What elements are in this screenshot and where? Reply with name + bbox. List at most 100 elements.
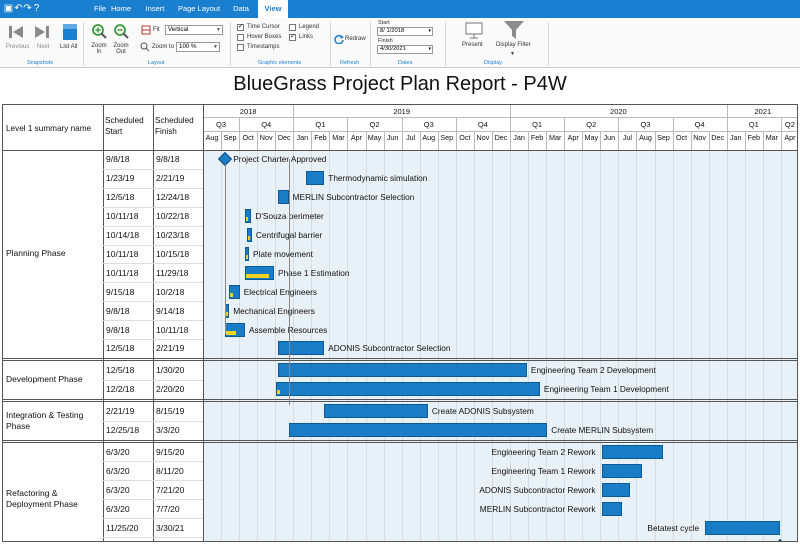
phase-name: Integration & Testing Phase: [6, 409, 84, 431]
ribbon: Previous Next List All Snapshots Zoom In…: [0, 18, 800, 68]
calendar-dropdown-icon[interactable]: ▾: [428, 46, 431, 52]
redraw-icon[interactable]: [334, 34, 344, 44]
gantt-bar[interactable]: [244, 209, 252, 224]
previous-icon[interactable]: [8, 24, 24, 40]
grid-month-line: [383, 150, 385, 541]
row-finish-date: 10/2/18: [156, 286, 185, 297]
month-label: Jan: [729, 133, 742, 142]
gantt-bar[interactable]: [225, 322, 245, 337]
month-divider: [383, 131, 385, 150]
chevron-down-icon[interactable]: ▼: [510, 51, 515, 57]
timestamps-label: Timestamps: [247, 44, 280, 50]
month-divider: [293, 131, 295, 150]
redo-icon[interactable]: ↷: [23, 3, 32, 14]
month-label: Sep: [440, 133, 454, 142]
row-divider: [103, 518, 203, 520]
quarter-divider: [564, 117, 566, 131]
fit-select[interactable]: Vertical ▼: [165, 25, 223, 35]
start-date-input[interactable]: 8/ 1/2018 ▾: [377, 27, 433, 36]
tab-view[interactable]: View: [258, 0, 288, 19]
gantt-bar-label: MERLIN Subcontractor Rework: [479, 503, 596, 514]
layout-group-label: Layout: [148, 60, 165, 66]
row-finish-date: 9/14/18: [156, 305, 185, 316]
zoom-out-button[interactable]: Zoom Out: [113, 43, 129, 55]
help-icon[interactable]: ?: [33, 3, 40, 14]
gantt-bar-label: ADONIS Subcontractor Rework: [479, 484, 596, 495]
quarter-label: Q2: [784, 120, 795, 129]
grid-month-line: [239, 150, 241, 541]
finish-date-label: Finish: [378, 38, 393, 44]
gantt-bar[interactable]: [244, 246, 249, 261]
month-label: Mar: [548, 133, 562, 142]
zoom-out-icon[interactable]: [113, 23, 129, 39]
save-icon[interactable]: ▣: [3, 3, 14, 14]
list-all-button[interactable]: List All: [60, 44, 78, 50]
redraw-button[interactable]: Redraw: [345, 36, 366, 42]
gantt-bar[interactable]: [601, 482, 631, 497]
next-button[interactable]: Next: [37, 44, 50, 50]
gantt-bar[interactable]: [289, 423, 548, 438]
gantt-bar[interactable]: [601, 444, 663, 459]
tab-page-layout[interactable]: Page Layout: [177, 4, 221, 13]
phase-divider: [3, 441, 797, 443]
gantt-bar[interactable]: [277, 363, 527, 378]
gantt-bar[interactable]: [277, 341, 325, 356]
gantt-bar[interactable]: [306, 171, 325, 186]
month-label: Oct: [242, 133, 254, 142]
row-finish-date: 8/15/19: [156, 406, 185, 417]
gantt-bar[interactable]: [324, 404, 428, 419]
month-divider: [546, 131, 548, 150]
tab-insert[interactable]: Insert: [145, 4, 165, 13]
finish-date-input[interactable]: 4/30/2021 ▾: [377, 45, 433, 54]
col-divider: [103, 105, 104, 541]
zoom-to-select[interactable]: 100 % ▼: [176, 42, 220, 52]
filter-icon[interactable]: [503, 20, 525, 40]
gantt-bar[interactable]: [277, 190, 289, 205]
legend-checkbox[interactable]: [289, 24, 296, 31]
list-all-icon[interactable]: [62, 23, 78, 41]
gantt-bar[interactable]: [275, 382, 540, 397]
year-divider: [726, 105, 728, 117]
zoom-in-button[interactable]: Zoom In: [91, 43, 107, 55]
grid-month-line: [528, 150, 530, 541]
present-button[interactable]: Present: [462, 42, 483, 48]
tab-file[interactable]: File: [93, 4, 107, 13]
dependency-link: [225, 164, 227, 335]
snapshots-group-label: Snapshots: [27, 60, 53, 66]
row-divider: [103, 168, 203, 170]
quarter-divider: [239, 117, 241, 131]
grid-month-line: [221, 150, 223, 541]
month-divider: [744, 131, 746, 150]
time-cursor-checkbox[interactable]: ✓: [237, 24, 244, 31]
undo-icon[interactable]: ↶: [14, 3, 23, 14]
calendar-dropdown-icon[interactable]: ▾: [428, 28, 431, 34]
next-icon[interactable]: [34, 24, 50, 40]
gantt-bar-label: Centrifugal barrier: [255, 230, 323, 241]
grid-month-line: [726, 150, 728, 541]
gantt-bar[interactable]: [601, 501, 622, 516]
gantt-bar[interactable]: [601, 463, 643, 478]
previous-button[interactable]: Previous: [6, 44, 30, 50]
tab-data[interactable]: Data: [233, 4, 249, 13]
gantt-bar[interactable]: [246, 228, 252, 243]
grid-month-line: [582, 150, 584, 541]
month-divider: [708, 131, 710, 150]
grid-month-line: [329, 150, 331, 541]
display-filter-button[interactable]: Display Filter: [496, 42, 531, 48]
present-icon[interactable]: [464, 21, 484, 39]
time-cursor-label: Time Cursor: [247, 24, 280, 30]
hover-boxes-checkbox[interactable]: [237, 34, 244, 41]
zoom-in-icon[interactable]: [91, 23, 107, 39]
timestamps-checkbox[interactable]: [237, 44, 244, 51]
gantt-bar[interactable]: [244, 265, 275, 280]
grid-month-line: [491, 150, 493, 541]
row-finish-date: 9/15/20: [156, 446, 185, 457]
tab-home[interactable]: Home: [110, 4, 131, 13]
month-label: Jan: [513, 133, 525, 142]
gantt-bar[interactable]: [229, 284, 240, 299]
month-label: Jul: [622, 133, 632, 142]
links-checkbox[interactable]: ✓: [289, 34, 296, 41]
gantt-bar[interactable]: [705, 520, 780, 535]
row-start-date: 12/5/18: [106, 343, 135, 354]
